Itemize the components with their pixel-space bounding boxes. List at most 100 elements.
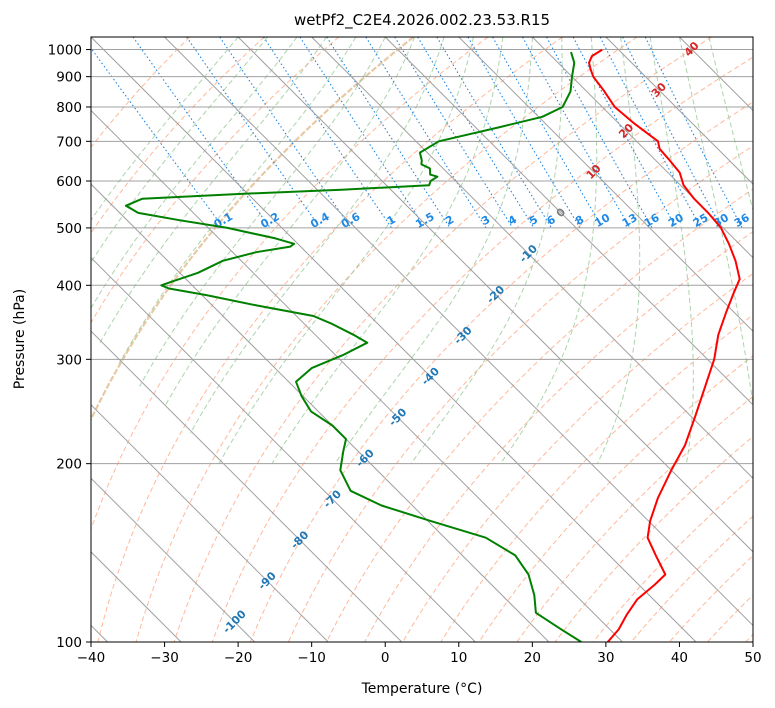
mixing-ratio-line xyxy=(522,37,631,229)
x-tick-label: 40 xyxy=(671,650,688,666)
dry-adiabat xyxy=(91,37,414,421)
dry-adiabat xyxy=(91,37,265,234)
mixing-ratio-line xyxy=(219,37,352,229)
dry-adiabat xyxy=(211,56,753,642)
dry-adiabat xyxy=(91,37,191,148)
moist-adiabat xyxy=(218,37,474,464)
moist-adiabat xyxy=(91,37,239,222)
isotherm xyxy=(605,37,753,185)
mixing-ratio-lines xyxy=(91,37,743,229)
plot-area: -100-90-80-70-60-50-40-30-20-10010203040… xyxy=(91,37,753,642)
x-tick-label: 20 xyxy=(524,650,541,666)
isotherms xyxy=(91,37,753,642)
x-tick-label: 0 xyxy=(381,650,390,666)
moist-adiabat xyxy=(334,37,533,464)
x-axis-label: Temperature (°C) xyxy=(361,681,483,697)
mixing-ratio-label: 6 xyxy=(545,213,558,228)
moist-adiabat xyxy=(99,37,327,343)
mixing-ratio-line xyxy=(132,37,271,229)
y-tick-label: 500 xyxy=(56,221,82,237)
mixing-ratio-line xyxy=(186,37,321,229)
x-tick-label: −20 xyxy=(224,650,253,666)
dry-adiabat xyxy=(173,37,713,642)
isotherm xyxy=(752,37,753,38)
moist-adiabat xyxy=(164,37,416,407)
isotherm xyxy=(91,183,550,642)
isotherm xyxy=(91,256,476,642)
y-axis-label: Pressure (hPa) xyxy=(12,289,28,389)
y-tick-label: 800 xyxy=(56,100,82,116)
y-tick-label: 900 xyxy=(56,70,82,86)
y-tick-label: 300 xyxy=(56,352,82,368)
reference-adiabat xyxy=(91,37,415,422)
dry-adiabat xyxy=(745,633,753,642)
isotherm xyxy=(91,404,329,642)
mixing-ratio-line xyxy=(326,37,451,229)
isotherm xyxy=(91,109,623,642)
mixing-ratio-label: 16 xyxy=(642,211,662,230)
x-tick-label: −10 xyxy=(297,650,326,666)
y-tick-label: 700 xyxy=(56,134,82,150)
dry-adiabat xyxy=(91,37,489,531)
mixing-ratio-line xyxy=(546,37,653,229)
mixing-ratio-line xyxy=(417,37,535,229)
dry-adiabat xyxy=(135,37,638,642)
plot-frame xyxy=(90,36,754,643)
dry-adiabats xyxy=(91,37,753,642)
mixing-ratio-line xyxy=(644,37,743,229)
mixing-ratio-line xyxy=(467,37,581,229)
dry-adiabat xyxy=(554,435,753,642)
x-tick-label: 50 xyxy=(744,650,761,666)
isotherm xyxy=(237,37,753,553)
mixing-ratio-label: 13 xyxy=(620,211,640,230)
pressure-gridlines xyxy=(91,49,753,642)
moist-adiabat xyxy=(500,37,598,464)
y-tick-label: 600 xyxy=(56,174,82,190)
mixing-ratio-line xyxy=(599,37,702,229)
mixing-ratio-label: 10 xyxy=(593,211,613,230)
series-lines xyxy=(124,48,741,642)
moist-adiabat xyxy=(271,37,504,464)
mixing-ratio-label: 4 xyxy=(506,213,519,228)
x-axis: −40 −30 −20 −10 0 10 20 30 40 50 xyxy=(77,642,762,666)
isotherm xyxy=(91,477,256,642)
isotherm xyxy=(311,37,753,480)
moist-adiabat xyxy=(596,37,641,464)
mixing-ratio-label: 36 xyxy=(732,211,752,230)
mixing-ratio-label: 1 xyxy=(385,213,398,228)
isotherm xyxy=(458,37,753,332)
moist-adiabat xyxy=(410,37,563,464)
dry-adiabat xyxy=(97,37,563,642)
mixing-ratio-line xyxy=(263,37,392,229)
dry-adiabat xyxy=(669,554,753,642)
isotherm xyxy=(679,37,753,112)
mixing-ratio-label: 8 xyxy=(573,213,586,228)
temperature-profile xyxy=(588,48,741,642)
mixing-ratio-label: 20 xyxy=(666,211,686,230)
dry-adiabat xyxy=(249,101,753,642)
moist-adiabat xyxy=(678,37,753,409)
moist-adiabat xyxy=(708,37,753,212)
mixing-ratio-label: 5 xyxy=(527,213,540,228)
dry-adiabat xyxy=(326,188,753,642)
mixing-ratio-line xyxy=(394,37,514,229)
isotherm xyxy=(164,37,753,627)
mixing-ratio-label: 2 xyxy=(443,213,456,228)
mixing-ratio-line xyxy=(91,47,224,229)
y-tick-label: 400 xyxy=(56,278,82,294)
chart-title: wetPf2_C2E4.2026.002.23.53.R15 xyxy=(294,11,550,30)
dewpoint-profile xyxy=(124,51,582,642)
moist-adiabat xyxy=(649,37,694,464)
y-tick-label: 200 xyxy=(56,457,82,473)
isotherm xyxy=(91,37,697,642)
dry-adiabat xyxy=(91,37,340,324)
dry-adiabat xyxy=(440,314,753,642)
x-tick-label: 10 xyxy=(450,650,467,666)
y-tick-label: 1000 xyxy=(48,43,82,59)
dry-adiabat xyxy=(516,395,753,642)
x-tick-label: −40 xyxy=(77,650,106,666)
y-tick-label: 100 xyxy=(56,635,82,651)
mixing-ratio-line xyxy=(572,37,677,229)
